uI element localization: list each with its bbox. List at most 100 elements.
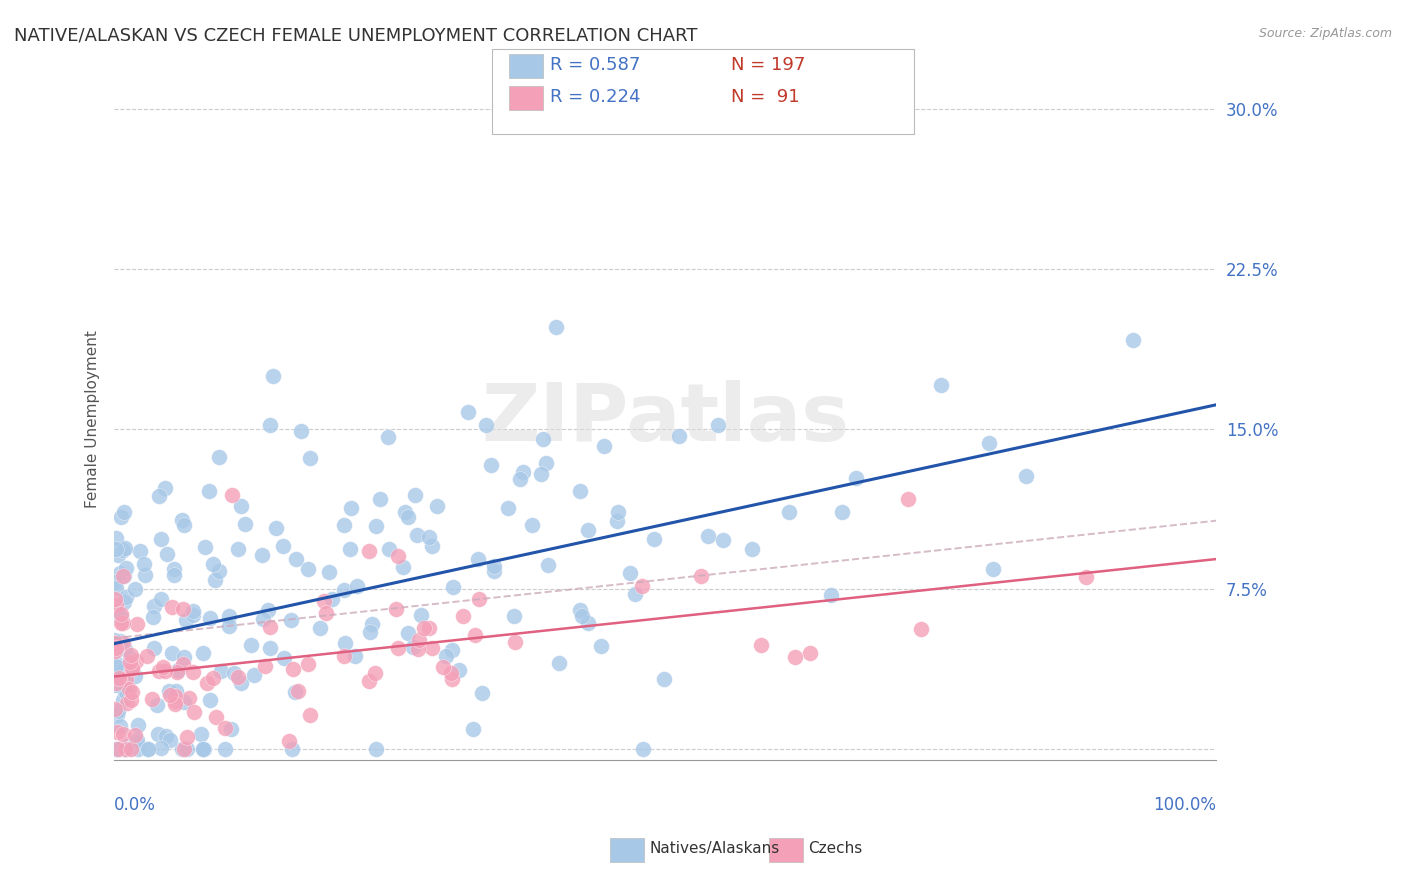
Point xyxy=(831,505,853,519)
Point xyxy=(240,638,263,652)
Point xyxy=(233,516,256,531)
Point xyxy=(496,500,519,515)
Point xyxy=(343,649,366,664)
Point xyxy=(432,660,454,674)
Point xyxy=(124,669,146,683)
Point xyxy=(778,505,800,519)
Point xyxy=(104,655,127,669)
Point xyxy=(242,667,264,681)
Point xyxy=(531,432,554,446)
Point xyxy=(104,599,127,613)
Point xyxy=(110,607,132,621)
Point xyxy=(105,641,128,656)
Point xyxy=(271,540,294,554)
Point xyxy=(163,562,186,576)
Point xyxy=(173,518,195,533)
Point xyxy=(707,417,730,432)
Point xyxy=(148,664,170,678)
Point xyxy=(652,672,675,686)
Point xyxy=(346,578,368,592)
Point xyxy=(333,636,356,650)
Point xyxy=(547,656,569,670)
Point xyxy=(172,742,194,756)
Point xyxy=(378,542,401,557)
Point xyxy=(108,634,131,648)
Point xyxy=(193,742,215,756)
Point xyxy=(104,581,127,595)
Point xyxy=(112,727,135,741)
Point xyxy=(111,543,134,558)
Point xyxy=(668,429,690,443)
Point xyxy=(194,540,217,554)
Point xyxy=(115,591,138,605)
Point xyxy=(250,548,273,562)
Point xyxy=(114,541,136,555)
Point xyxy=(124,582,146,597)
Point xyxy=(409,607,432,622)
Point xyxy=(124,728,146,742)
Point xyxy=(107,704,129,718)
Point xyxy=(104,636,127,650)
Point xyxy=(104,592,127,607)
Point xyxy=(176,742,198,756)
Point xyxy=(475,418,498,433)
Point xyxy=(142,599,165,614)
Point xyxy=(115,673,138,687)
Point xyxy=(845,471,868,485)
Point xyxy=(441,580,464,594)
Point xyxy=(340,500,363,515)
Text: Czechs: Czechs xyxy=(808,841,863,855)
Point xyxy=(366,742,388,756)
Point xyxy=(468,591,491,606)
Point xyxy=(631,742,654,756)
Point xyxy=(481,458,503,472)
Point xyxy=(259,418,281,433)
Point xyxy=(181,665,204,679)
Point xyxy=(183,607,205,622)
Point xyxy=(120,655,142,669)
Point xyxy=(152,660,174,674)
Point xyxy=(576,615,599,630)
Point xyxy=(148,489,170,503)
Point xyxy=(643,533,665,547)
Point xyxy=(214,721,236,735)
Point xyxy=(606,514,628,528)
Point xyxy=(607,505,630,519)
Point xyxy=(104,575,127,590)
Point xyxy=(222,665,245,680)
Point xyxy=(451,609,474,624)
Text: Natives/Alaskans: Natives/Alaskans xyxy=(650,841,780,855)
Point xyxy=(155,481,177,495)
Point xyxy=(105,724,128,739)
Point xyxy=(121,684,143,698)
Point xyxy=(198,693,221,707)
Point xyxy=(578,523,600,537)
Point xyxy=(405,528,427,542)
Point xyxy=(150,741,173,756)
Point xyxy=(333,583,356,598)
Text: NATIVE/ALASKAN VS CZECH FEMALE UNEMPLOYMENT CORRELATION CHART: NATIVE/ALASKAN VS CZECH FEMALE UNEMPLOYM… xyxy=(14,27,697,45)
Point xyxy=(420,640,443,655)
Point xyxy=(110,742,132,756)
Point xyxy=(467,552,489,566)
Point xyxy=(136,742,159,756)
Point xyxy=(484,565,506,579)
Point xyxy=(359,625,381,640)
Point xyxy=(146,698,169,713)
Point xyxy=(299,450,322,465)
Point xyxy=(593,439,616,453)
Text: R = 0.587: R = 0.587 xyxy=(550,56,640,74)
Point xyxy=(361,616,384,631)
Point xyxy=(103,633,125,648)
Point xyxy=(112,505,135,519)
Point xyxy=(120,742,142,756)
Point xyxy=(418,530,440,544)
Point xyxy=(209,664,232,678)
Point xyxy=(104,636,127,650)
Point xyxy=(366,519,388,533)
Point xyxy=(569,603,592,617)
Point xyxy=(110,615,132,630)
Point xyxy=(910,622,932,636)
Point xyxy=(172,657,194,671)
Point xyxy=(218,608,240,623)
